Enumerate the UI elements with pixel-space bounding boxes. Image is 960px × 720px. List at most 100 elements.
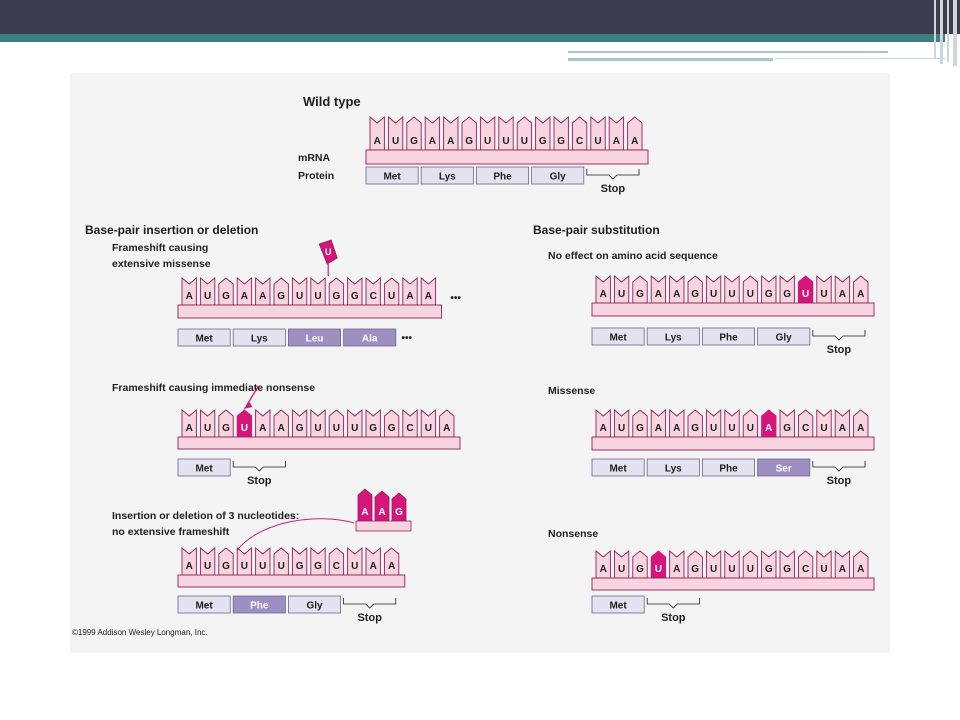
base-letter: A: [857, 423, 864, 434]
base-letter: U: [618, 423, 625, 434]
base-letter: U: [820, 564, 827, 575]
strand-triplet-indel: [177, 488, 412, 614]
base-letter: A: [857, 289, 864, 300]
amino-acid-label: Gly: [776, 333, 793, 344]
title-banner: [0, 0, 960, 34]
base-letter: U: [388, 291, 395, 302]
base-letter: G: [783, 423, 791, 434]
protein-box: [365, 166, 419, 185]
amino-acid-label: Met: [383, 172, 401, 183]
stop-label: Stop: [661, 612, 686, 624]
base-letter: G: [765, 289, 773, 300]
base-letter: U: [618, 289, 625, 300]
amino-acid-label: Ala: [362, 334, 378, 345]
base-letter: U: [710, 289, 717, 300]
base-letter: U: [710, 423, 717, 434]
base-letter: U: [820, 423, 827, 434]
base-letter: G: [351, 291, 359, 302]
base-letter: G: [691, 564, 699, 575]
triplet-arrow: [236, 518, 355, 551]
insertion-arrow: [245, 385, 259, 407]
base-letter: A: [600, 423, 607, 434]
base-letter: U: [241, 561, 248, 572]
protein-box: [591, 327, 645, 346]
accent-line: [568, 51, 888, 53]
base-letter: A: [186, 561, 193, 572]
base-letter: G: [222, 291, 230, 302]
base-letter: A: [839, 564, 846, 575]
mrna-backbone: [177, 304, 443, 319]
base-letter: G: [691, 423, 699, 434]
protein-box: [646, 327, 700, 346]
protein-box: [287, 328, 341, 347]
base-letter: G: [296, 561, 304, 572]
base-letter: A: [655, 289, 662, 300]
protein-box: [177, 328, 231, 347]
amino-acid-label: Met: [195, 334, 213, 345]
mrna-backbone: [591, 302, 875, 317]
stop-bracket: [812, 330, 866, 341]
amino-acid-label: Met: [609, 464, 627, 475]
stop-bracket: [343, 598, 397, 609]
amino-acid-label: Gly: [306, 601, 323, 612]
base-letter: U: [728, 423, 735, 434]
base-letter: G: [636, 564, 644, 575]
protein-box: [420, 166, 474, 185]
base-letter: U: [314, 291, 321, 302]
base-letter: G: [333, 291, 341, 302]
strand-wild: [365, 116, 649, 185]
base-letter: U: [314, 423, 321, 434]
base-letter: A: [259, 423, 266, 434]
protein-box: [343, 328, 397, 347]
protein-box: [702, 327, 756, 346]
amino-acid-label: Met: [195, 464, 213, 475]
base-letter: C: [370, 291, 377, 302]
base-letter: A: [839, 423, 846, 434]
base-letter: A: [673, 564, 680, 575]
amino-acid-label: Lys: [251, 334, 268, 345]
base-letter: A: [673, 289, 680, 300]
mutation-figure: Wild type mRNA Protein Base-pair inserti…: [70, 73, 890, 653]
base-letter: A: [388, 561, 395, 572]
base-letter: U: [241, 423, 248, 434]
amino-acid-label: Met: [195, 601, 213, 612]
frameshift-missense-title-2: extensive missense: [112, 258, 211, 270]
continuation-dots: •••: [402, 333, 413, 344]
base-letter: A: [655, 423, 662, 434]
protein-box: [757, 327, 811, 346]
mrna-label: mRNA: [298, 152, 331, 164]
base-letter: U: [802, 289, 809, 300]
protein-box: [475, 166, 529, 185]
corner-decoration: [930, 0, 960, 66]
base-letter: G: [277, 291, 285, 302]
base-letter: U: [351, 561, 358, 572]
removed-backbone: [355, 520, 412, 532]
strand-silent: [591, 275, 875, 346]
base-letter: G: [783, 289, 791, 300]
base-letter: A: [765, 423, 772, 434]
base-letter: G: [636, 423, 644, 434]
base-letter: G: [783, 564, 791, 575]
base-letter: A: [406, 291, 413, 302]
base-letter: C: [333, 561, 340, 572]
base-letter: U: [204, 291, 211, 302]
base-letter: G: [296, 423, 304, 434]
base-letter: U: [618, 564, 625, 575]
base-letter: U: [728, 564, 735, 575]
protein-box: [646, 458, 700, 477]
amino-acid-label: Phe: [250, 601, 269, 612]
base-letter: A: [600, 564, 607, 575]
protein-box: [232, 595, 286, 614]
base-letter: G: [369, 423, 377, 434]
base-letter: G: [557, 136, 565, 147]
triplet-indel-title-2: no extensive frameshift: [112, 526, 230, 538]
nonsense-title: Nonsense: [548, 528, 598, 540]
protein-box: [177, 595, 231, 614]
base-letter: C: [406, 423, 413, 434]
triplet-indel-title-1: Insertion or deletion of 3 nucleotides:: [112, 510, 299, 522]
amino-acid-label: Lys: [439, 172, 456, 183]
mutation-diagram: Wild type mRNA Protein Base-pair inserti…: [72, 94, 875, 637]
strand-frameshift-nonsense: [177, 385, 461, 477]
stop-label: Stop: [601, 183, 626, 195]
